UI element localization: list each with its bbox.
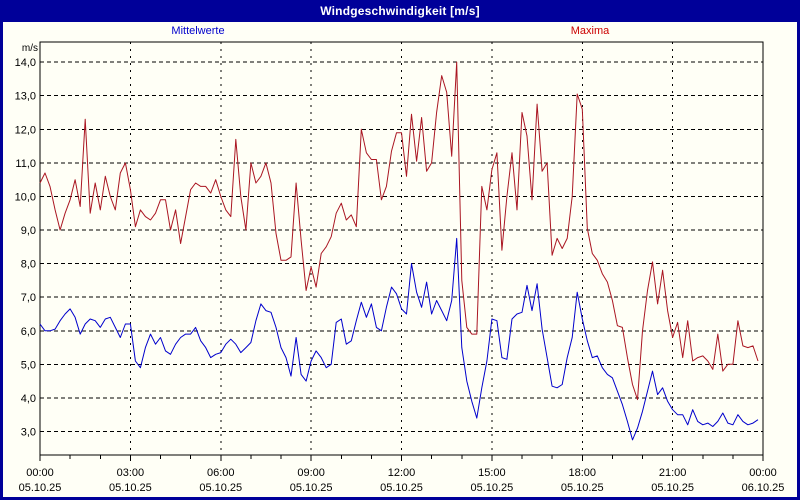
legend-maxima-label: Maxima xyxy=(570,25,610,37)
x-tick-time-label: 06:00 xyxy=(207,467,235,479)
y-tick-label: 13,0 xyxy=(15,91,36,103)
y-tick-label: 10,0 xyxy=(15,191,36,203)
x-tick-time-label: 18:00 xyxy=(568,467,596,479)
x-tick-date-label: 05.10.25 xyxy=(470,482,513,494)
x-tick-time-label: 09:00 xyxy=(297,467,325,479)
y-tick-label: 3,0 xyxy=(21,426,36,438)
x-tick-date-label: 06.10.25 xyxy=(742,482,785,494)
maxima-series-line xyxy=(39,61,759,401)
wind-speed-line-chart: m/s 14,0 13,0 12,0 11,0 10,0 9,0 8,0 7,0 6,0 5,0 4… xyxy=(15,41,785,494)
x-tick-time-label: 00:00 xyxy=(749,467,777,479)
chart-title: Windgeschwindigkeit [m/s] xyxy=(320,4,480,18)
mittelwerte-series-line xyxy=(39,237,759,441)
y-tick-label: 14,0 xyxy=(15,57,36,69)
x-tick-date-label: 05.10.25 xyxy=(651,482,694,494)
y-tick-label: 9,0 xyxy=(21,225,36,237)
chart-canvas: Mittelwerte Maxima m/s 14,0 13,0 12,0 11,0 1… xyxy=(3,22,797,497)
x-tick-date-label: 05.10.25 xyxy=(380,482,423,494)
y-axis-unit-label: m/s xyxy=(22,43,38,54)
x-tick-time-label: 00:00 xyxy=(26,467,54,479)
y-tick-label: 11,0 xyxy=(15,158,36,170)
y-tick-label: 5,0 xyxy=(21,359,36,371)
x-tick-date-label: 05.10.25 xyxy=(290,482,333,494)
x-tick-date-label: 05.10.25 xyxy=(199,482,242,494)
x-tick-time-label: 03:00 xyxy=(117,467,145,479)
x-tick-date-label: 05.10.25 xyxy=(109,482,152,494)
y-tick-label: 6,0 xyxy=(21,326,36,338)
x-tick-time-label: 21:00 xyxy=(659,467,687,479)
x-tick-time-label: 12:00 xyxy=(388,467,416,479)
x-tick-time-label: 15:00 xyxy=(478,467,506,479)
y-tick-label: 4,0 xyxy=(21,393,36,405)
plot-border xyxy=(39,41,764,456)
legend-mittelwerte-label: Mittelwerte xyxy=(171,25,225,37)
title-bar: Windgeschwindigkeit [m/s] xyxy=(0,0,800,22)
x-tick-date-label: 05.10.25 xyxy=(19,482,62,494)
x-tick-date-label: 05.10.25 xyxy=(561,482,604,494)
y-tick-label: 7,0 xyxy=(21,292,36,304)
y-tick-label: 8,0 xyxy=(21,259,36,271)
y-tick-label: 12,0 xyxy=(15,124,36,136)
